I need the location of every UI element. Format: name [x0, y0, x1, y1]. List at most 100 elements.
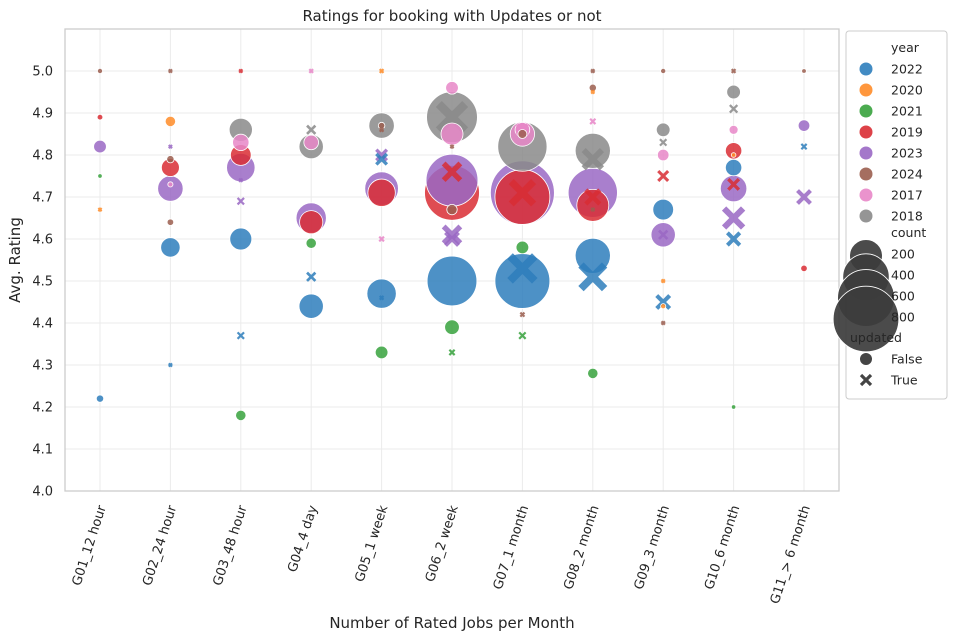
data-point [574, 132, 611, 169]
legend-size-swatch [832, 285, 900, 353]
data-point [652, 198, 674, 221]
legend-label: 200 [891, 247, 915, 262]
data-point [657, 148, 670, 162]
x-tick-label: G01_12 hour [70, 503, 110, 588]
legend-swatch [859, 83, 873, 97]
data-point [584, 188, 602, 206]
x-tick-label: G11_> 6 month [768, 504, 814, 606]
data-point [800, 264, 808, 273]
x-axis-title: Number of Rated Jobs per Month [329, 614, 574, 632]
y-axis-title: Avg. Rating [6, 217, 24, 303]
data-point [166, 155, 175, 164]
plot-frame [64, 28, 840, 492]
legend-label: 400 [891, 268, 915, 283]
data-point [97, 207, 103, 212]
legend-label: 2022 [891, 62, 923, 77]
data-point [378, 68, 385, 74]
data-point [375, 148, 389, 162]
data-point [168, 144, 173, 149]
legend-marker-x [859, 373, 873, 387]
data-point [440, 122, 464, 146]
data-point [374, 345, 389, 360]
legend-label: 2017 [891, 188, 923, 203]
data-point [366, 278, 397, 309]
data-point [660, 68, 667, 74]
legend-swatch [859, 188, 873, 202]
data-point [655, 122, 671, 138]
y-tick-label: 4.0 [32, 485, 53, 500]
y-tick-label: 4.3 [32, 359, 53, 374]
data-point [726, 84, 741, 100]
legend-swatch [859, 125, 873, 139]
data-point [660, 278, 666, 284]
data-point [518, 331, 527, 340]
data-point [801, 68, 807, 74]
data-point [238, 68, 244, 74]
data-point [236, 197, 245, 206]
data-point [298, 293, 324, 319]
legend-swatch [859, 167, 873, 181]
data-point [507, 253, 538, 284]
x-tick-label: G10_6 month [702, 504, 743, 592]
data-point [303, 134, 319, 151]
y-tick-label: 4.2 [32, 401, 53, 416]
y-tick-label: 4.6 [32, 233, 53, 248]
legend: year 2022 2020 2021 2019 2023 2024 2017 2018coun… [832, 30, 948, 400]
data-point [660, 320, 666, 326]
x-tick-labels: G01_12 hour G02_24 hour G03_48 hour G04_4 d… [70, 503, 814, 606]
y-tick-label: 4.1 [32, 443, 53, 458]
data-point [728, 124, 739, 135]
x-tick-label: G05_1 week [353, 503, 392, 584]
data-point [800, 143, 808, 151]
data-point [375, 152, 389, 166]
data-point [97, 68, 103, 74]
data-point [96, 113, 104, 121]
data-point [727, 177, 741, 191]
y-tick-label: 4.5 [32, 275, 53, 290]
legend-title: year [891, 40, 920, 55]
data-point [517, 129, 528, 139]
data-point [659, 138, 668, 147]
data-point [658, 229, 669, 240]
data-point [444, 319, 460, 335]
data-point [367, 178, 396, 207]
x-tick-label: G09_3 month [632, 504, 673, 592]
data-point [448, 348, 456, 356]
chart-title: Ratings for booking with Updates or not [302, 7, 601, 25]
data-point [97, 173, 103, 179]
legend-label: 600 [891, 289, 915, 304]
legend-swatch [859, 209, 873, 223]
x-tick-label: G08_2 month [561, 504, 602, 592]
data-point [445, 81, 459, 95]
x-tick-label: G06_2 week [423, 503, 462, 584]
legend-marker-circle [860, 353, 872, 365]
legend-label: 2019 [891, 125, 923, 140]
data-point [719, 174, 748, 203]
data-point [515, 240, 530, 255]
data-point [167, 181, 174, 188]
data-point [236, 331, 245, 340]
data-point [441, 224, 463, 246]
data-point [444, 231, 460, 247]
data-point [425, 153, 479, 207]
legend-label: False [891, 352, 923, 367]
data-point [730, 152, 737, 158]
data-point [730, 68, 737, 74]
x-tick-label: G03_48 hour [211, 503, 251, 588]
data-point [726, 231, 742, 247]
legend-label: 2023 [891, 146, 923, 161]
data-point [93, 139, 107, 154]
data-point [657, 169, 670, 183]
legend-title: updated [850, 330, 902, 345]
data-point [508, 179, 537, 207]
points-layer [93, 68, 812, 421]
x-tick-label: G02_24 hour [140, 503, 180, 588]
data-point [166, 218, 175, 226]
data-point [494, 253, 551, 309]
data-point [721, 206, 746, 230]
data-point [724, 158, 743, 177]
data-point [590, 207, 596, 213]
data-point [655, 294, 672, 310]
data-point [160, 237, 181, 258]
